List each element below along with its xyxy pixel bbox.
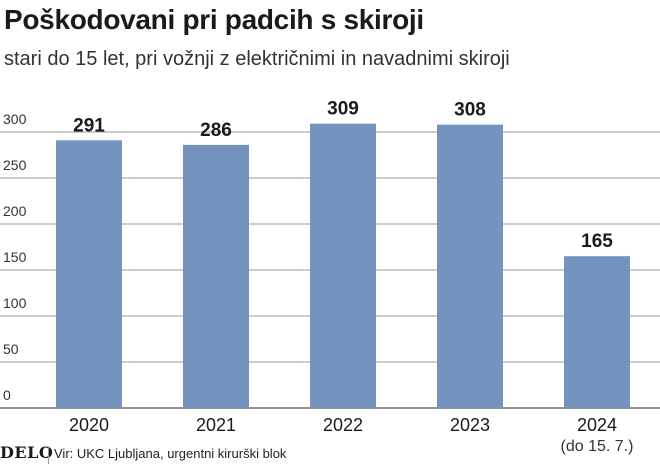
data-label: 291 — [73, 115, 105, 136]
data-label: 308 — [454, 100, 486, 121]
y-tick-label: 250 — [3, 157, 27, 173]
bar-2021 — [183, 144, 249, 408]
data-label: 286 — [200, 120, 232, 141]
footer-divider — [48, 446, 49, 464]
bar-2024 — [564, 256, 630, 408]
data-label: 309 — [327, 99, 359, 120]
chart-subtitle: stari do 15 let, pri vožnji z električni… — [4, 48, 510, 70]
y-tick-label: 50 — [3, 341, 19, 357]
data-label: 165 — [581, 231, 613, 252]
delo-logo: DELO — [0, 443, 54, 462]
chart-footer: DELO Vir: UKC Ljubljana, urgentni kirurš… — [0, 443, 660, 467]
bar-2022 — [310, 123, 376, 408]
x-tick-note: (do 15. 7.) — [561, 438, 634, 455]
x-tick-label: 2023 — [450, 415, 490, 435]
chart-title: Poškodovani pri padcih s skiroji — [4, 4, 424, 35]
x-tick-label: 2021 — [196, 415, 236, 435]
y-tick-label: 150 — [3, 249, 27, 265]
x-tick-label: 2022 — [323, 415, 363, 435]
y-tick-label: 0 — [3, 387, 11, 403]
source-note: Vir: UKC Ljubljana, urgentni kirurški bl… — [54, 446, 287, 461]
x-tick-label: 2020 — [69, 415, 109, 435]
y-tick-label: 200 — [3, 203, 27, 219]
x-tick-label: 2024 — [577, 415, 617, 435]
bar-2020 — [56, 140, 122, 408]
bar-2023 — [437, 124, 503, 408]
y-tick-label: 300 — [3, 111, 27, 127]
y-tick-label: 100 — [3, 295, 27, 311]
